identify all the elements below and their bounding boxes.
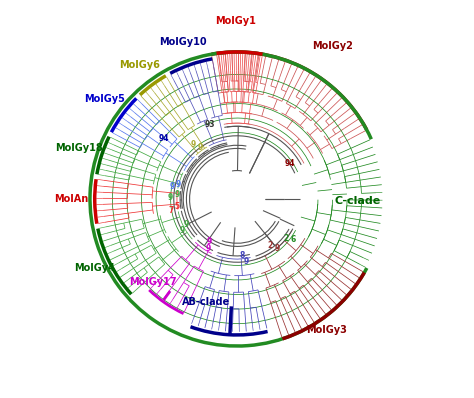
Text: 2: 2: [283, 234, 289, 243]
Text: MolGy5: MolGy5: [84, 94, 125, 104]
Text: MolGy3: MolGy3: [306, 325, 347, 335]
Text: 9: 9: [174, 190, 180, 199]
Text: 6: 6: [291, 235, 296, 244]
Text: MolGy6: MolGy6: [119, 60, 160, 70]
Text: MolAn: MolAn: [54, 194, 88, 204]
Text: AB-clade: AB-clade: [182, 297, 230, 306]
Text: 9: 9: [207, 237, 212, 246]
Text: 94: 94: [284, 159, 295, 168]
Text: 5: 5: [175, 202, 180, 211]
Text: MolGy18: MolGy18: [55, 143, 103, 153]
Text: 2: 2: [268, 240, 273, 250]
Text: 9: 9: [176, 180, 182, 189]
Text: 7: 7: [169, 206, 174, 215]
Text: 94: 94: [159, 134, 170, 142]
Text: 9: 9: [183, 220, 189, 229]
Text: 9: 9: [197, 143, 202, 152]
Text: 9: 9: [191, 140, 196, 149]
Text: MolGy17: MolGy17: [129, 277, 177, 287]
Text: MolGy4: MolGy4: [74, 263, 115, 273]
Text: 8: 8: [239, 251, 245, 260]
Text: 93: 93: [205, 120, 215, 129]
Text: 9: 9: [243, 257, 248, 266]
Text: 9: 9: [180, 226, 185, 235]
Text: MolGy2: MolGy2: [312, 41, 353, 51]
Text: 9: 9: [206, 244, 211, 253]
Text: C-clade: C-clade: [334, 196, 380, 206]
Text: 9: 9: [274, 244, 279, 253]
Text: 9: 9: [168, 193, 173, 202]
Text: MolGy10: MolGy10: [159, 37, 207, 47]
Text: MolGy1: MolGy1: [215, 16, 255, 26]
Text: 9: 9: [169, 182, 174, 191]
